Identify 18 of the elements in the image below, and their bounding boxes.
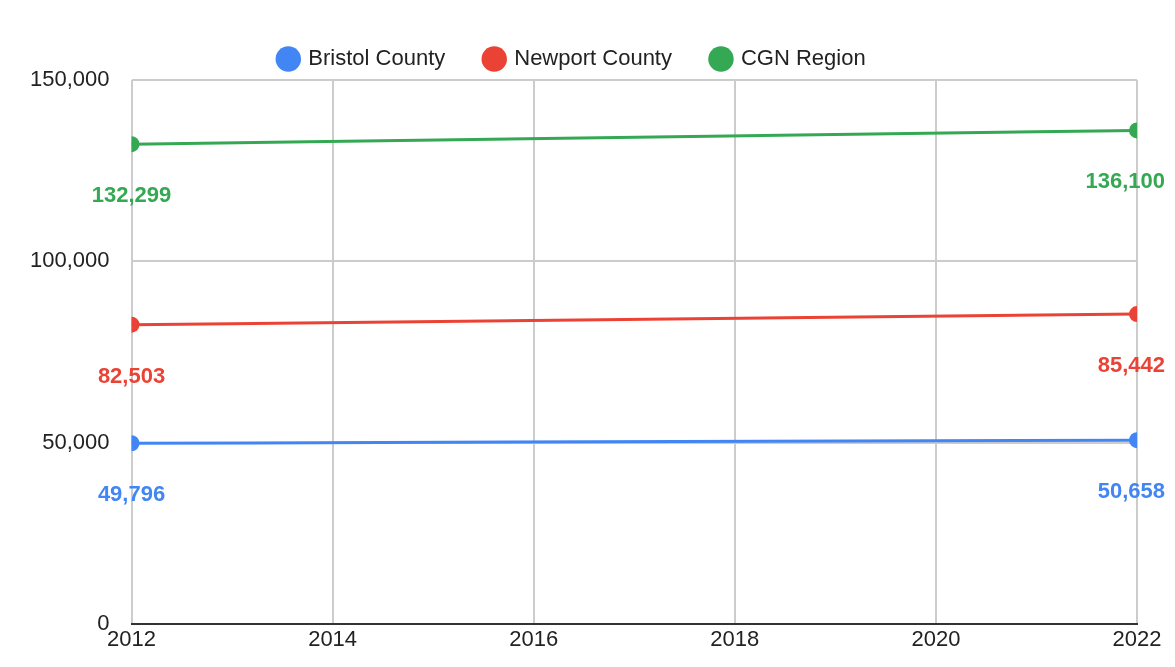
data-label: 136,100 <box>1085 168 1166 194</box>
y-tick-label: 100,000 <box>29 247 110 273</box>
data-label: 49,796 <box>97 481 166 507</box>
legend-label: Bristol County <box>308 45 446 71</box>
x-tick-label: 2016 <box>509 626 559 652</box>
data-label: 132,299 <box>91 182 172 208</box>
data-label: 82,503 <box>97 362 166 388</box>
data-label: 85,442 <box>1097 352 1166 378</box>
y-tick-label: 150,000 <box>29 66 110 92</box>
x-tick-label: 2018 <box>710 626 760 652</box>
x-tick-label: 2012 <box>107 626 156 652</box>
x-tick-label: 2022 <box>1112 626 1162 652</box>
legend-label: CGN Region <box>740 45 866 71</box>
legend-label: Newport County <box>514 45 672 71</box>
data-label: 50,658 <box>1097 478 1166 504</box>
x-tick-label: 2020 <box>911 626 961 652</box>
y-tick-label: 50,000 <box>42 428 110 454</box>
x-tick-label: 2014 <box>308 626 358 652</box>
